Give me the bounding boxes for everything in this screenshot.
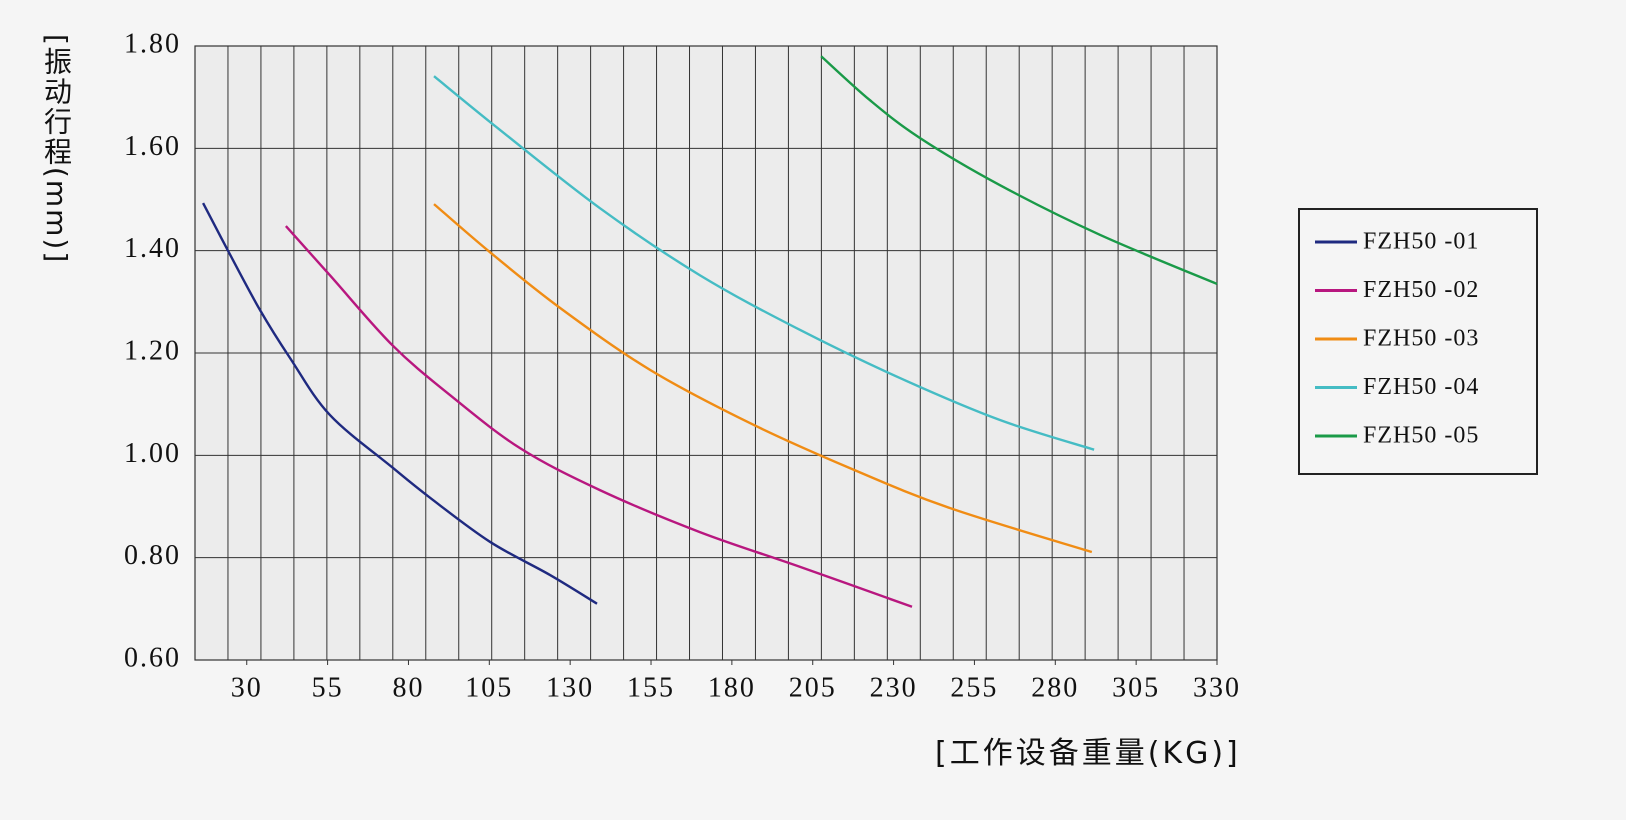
y-tick-label: 1.80 [124, 28, 181, 59]
y-tick-label: 0.60 [124, 642, 181, 673]
y-tick-label: 1.60 [124, 131, 181, 162]
x-tick-label: 305 [1112, 672, 1160, 703]
x-axis-label: [工作设备重量(KG)] [935, 736, 1241, 771]
x-tick-label: 330 [1193, 672, 1241, 703]
series-line [433, 203, 1093, 554]
y-tick-label: 1.00 [124, 438, 181, 469]
legend-box [1298, 208, 1538, 475]
y-tick-label: 1.40 [124, 233, 181, 264]
series-line [820, 55, 1218, 286]
x-tick-label: 255 [950, 672, 998, 703]
legend-label: FZH50 -04 [1363, 374, 1479, 400]
legend-label: FZH50 -03 [1363, 326, 1479, 352]
x-tick-label: 280 [1031, 672, 1079, 703]
series-line [202, 202, 598, 605]
y-axis-label: [振动行程(mm)] [40, 34, 73, 265]
x-tick-label: 180 [708, 672, 756, 703]
x-tick-label: 205 [789, 672, 837, 703]
legend-label: FZH50 -01 [1363, 229, 1479, 255]
y-tick-label: 1.20 [124, 335, 181, 366]
x-tick-label: 30 [231, 672, 263, 703]
x-tick-label: 230 [870, 672, 918, 703]
x-tick-label: 155 [627, 672, 675, 703]
x-tick-label: 55 [312, 672, 344, 703]
legend-label: FZH50 -02 [1363, 277, 1479, 303]
series-line [433, 75, 1095, 451]
legend-label: FZH50 -05 [1363, 423, 1479, 449]
x-tick-label: 130 [546, 672, 594, 703]
x-tick-label: 105 [465, 672, 513, 703]
x-tick-label: 80 [392, 672, 424, 703]
series-line [284, 225, 913, 608]
y-tick-label: 0.80 [124, 540, 181, 571]
